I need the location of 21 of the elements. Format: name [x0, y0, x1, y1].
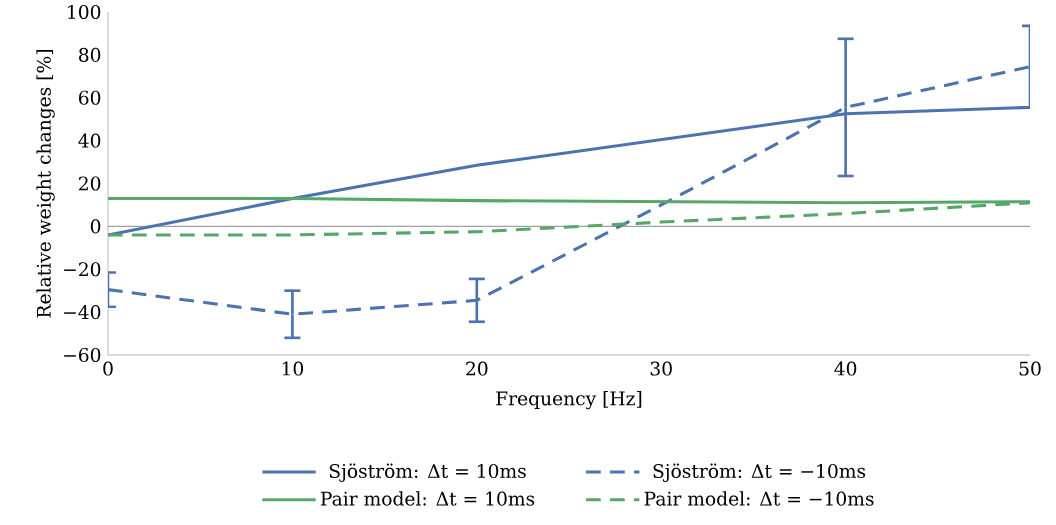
- y-tick-label: 20: [79, 176, 101, 191]
- y-tick-label: 0: [90, 219, 101, 234]
- legend-label: Sjöström: Δt = 10ms: [329, 463, 526, 482]
- x-tick-label: 40: [834, 361, 857, 376]
- legend-label: Sjöström: Δt = −10ms: [653, 463, 866, 482]
- y-tick-label: −40: [64, 305, 101, 320]
- x-tick-label: 0: [103, 361, 113, 376]
- y-axis-title: Relative weight changes [%]: [36, 50, 55, 318]
- y-tick-label: 100: [68, 4, 101, 20]
- x-axis-title: Frequency [Hz]: [496, 390, 642, 410]
- y-tick-label: 60: [79, 90, 101, 105]
- y-tick-label: −20: [64, 262, 101, 277]
- y-tick-label: −60: [64, 347, 101, 363]
- legend-label: Pair model: Δt = −10ms: [644, 491, 874, 506]
- y-tick-label: 80: [79, 47, 101, 62]
- x-tick-label: 30: [650, 361, 672, 376]
- y-tick-label: 40: [78, 133, 101, 148]
- x-tick-label: 20: [466, 361, 488, 376]
- x-tick-label: 50: [1019, 361, 1041, 376]
- x-tick-label: 10: [282, 361, 304, 376]
- legend-label: Pair model: Δt = 10ms: [320, 491, 535, 506]
